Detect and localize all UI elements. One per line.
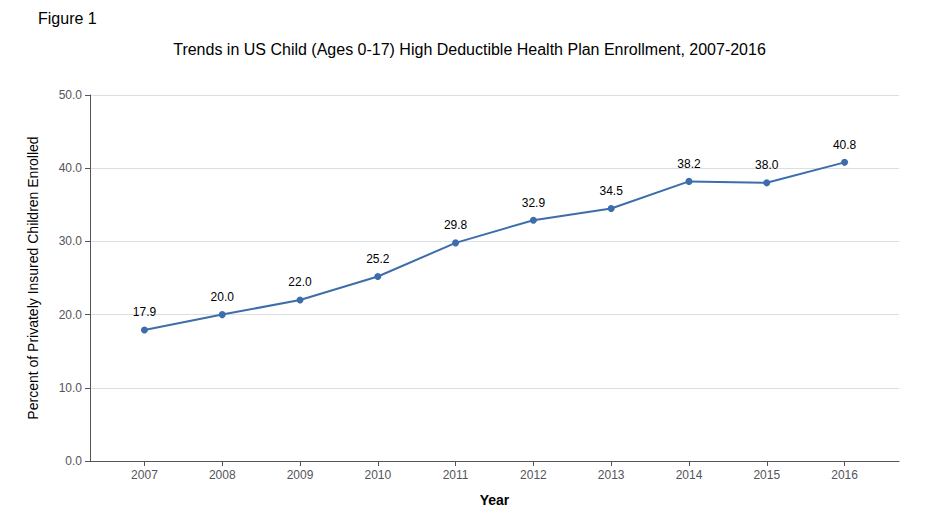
svg-text:0.0: 0.0	[65, 454, 82, 468]
svg-text:25.2: 25.2	[366, 252, 390, 266]
svg-text:2013: 2013	[598, 468, 625, 482]
svg-text:32.9: 32.9	[522, 196, 546, 210]
svg-text:2015: 2015	[753, 468, 780, 482]
svg-text:34.5: 34.5	[600, 184, 624, 198]
svg-text:2008: 2008	[209, 468, 236, 482]
svg-text:50.0: 50.0	[59, 88, 83, 102]
svg-text:2009: 2009	[287, 468, 314, 482]
svg-text:22.0: 22.0	[288, 275, 312, 289]
svg-text:2014: 2014	[676, 468, 703, 482]
svg-text:Year: Year	[480, 492, 510, 508]
svg-text:38.0: 38.0	[755, 158, 779, 172]
svg-text:40.8: 40.8	[833, 138, 857, 152]
svg-text:2010: 2010	[364, 468, 391, 482]
svg-text:10.0: 10.0	[59, 381, 83, 395]
svg-text:38.2: 38.2	[677, 157, 701, 171]
svg-text:20.0: 20.0	[59, 308, 83, 322]
svg-text:2011: 2011	[443, 468, 469, 482]
svg-text:Figure 1: Figure 1	[38, 10, 97, 27]
svg-text:2007: 2007	[131, 468, 158, 482]
svg-text:Percent of Privately Insured C: Percent of Privately Insured Children En…	[25, 136, 41, 419]
svg-text:2012: 2012	[520, 468, 547, 482]
svg-text:Trends in US Child (Ages 0-17): Trends in US Child (Ages 0-17) High Dedu…	[173, 41, 766, 58]
svg-text:40.0: 40.0	[59, 161, 83, 175]
svg-text:17.9: 17.9	[133, 305, 157, 319]
svg-text:20.0: 20.0	[211, 290, 235, 304]
svg-text:29.8: 29.8	[444, 218, 468, 232]
svg-text:30.0: 30.0	[59, 234, 83, 248]
svg-text:2016: 2016	[831, 468, 858, 482]
